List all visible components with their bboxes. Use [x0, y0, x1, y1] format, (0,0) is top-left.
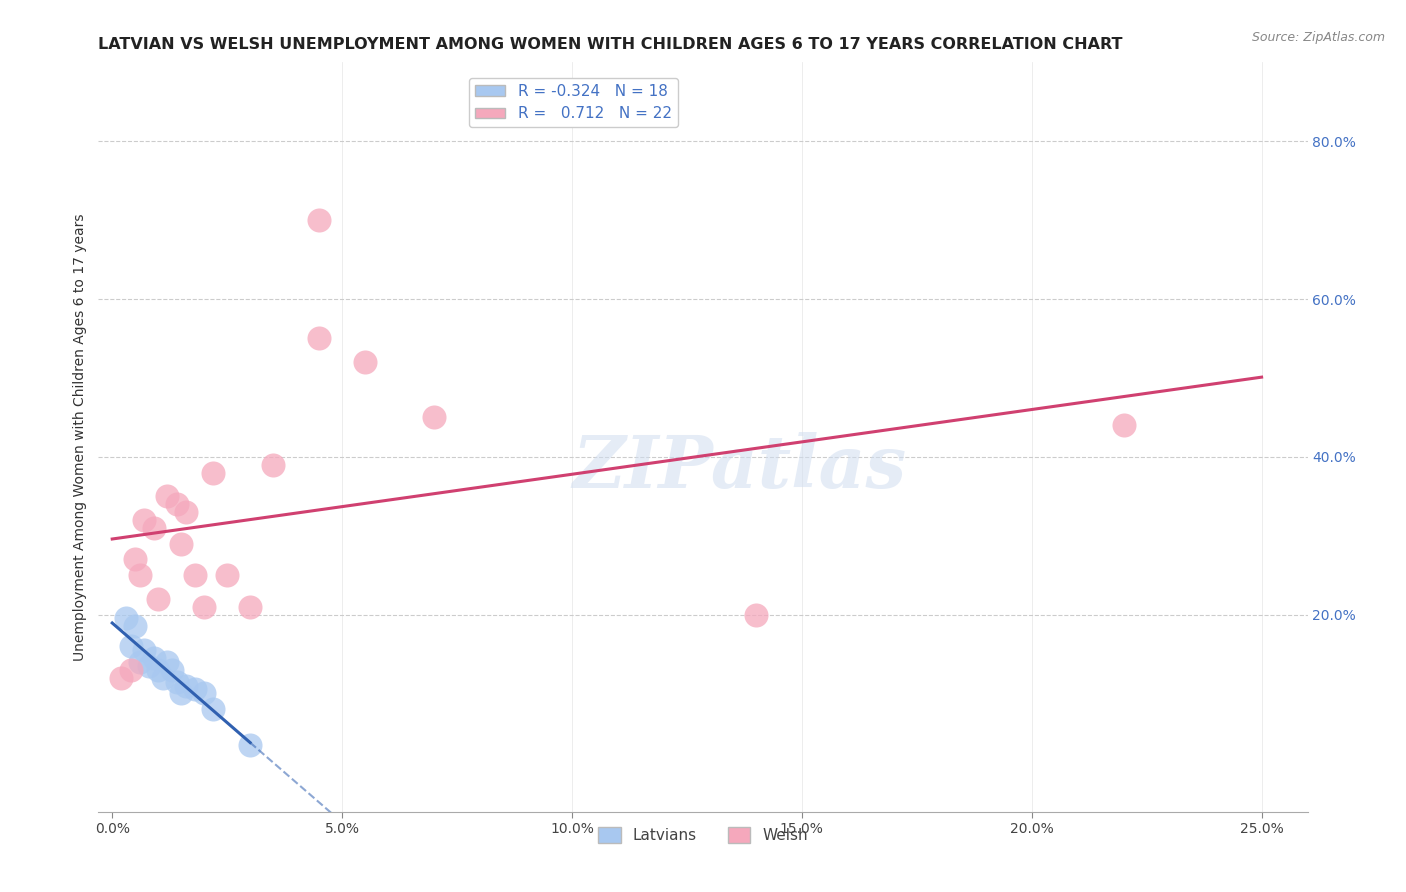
Point — [170, 536, 193, 550]
Point — [423, 410, 446, 425]
Point — [174, 679, 197, 693]
Point — [262, 458, 284, 472]
Text: ZIPatlas: ZIPatlas — [572, 432, 907, 502]
Point — [1112, 418, 1135, 433]
Point — [239, 599, 262, 614]
Point — [202, 466, 225, 480]
Point — [134, 643, 156, 657]
Point — [170, 686, 193, 700]
Point — [184, 568, 207, 582]
Point — [124, 619, 146, 633]
Point — [152, 671, 174, 685]
Point — [156, 489, 179, 503]
Point — [193, 599, 215, 614]
Point — [120, 639, 142, 653]
Point — [142, 651, 165, 665]
Point — [156, 655, 179, 669]
Point — [148, 663, 170, 677]
Text: Source: ZipAtlas.com: Source: ZipAtlas.com — [1251, 31, 1385, 45]
Point — [239, 738, 262, 752]
Y-axis label: Unemployment Among Women with Children Ages 6 to 17 years: Unemployment Among Women with Children A… — [73, 213, 87, 661]
Point — [148, 591, 170, 606]
Point — [217, 568, 239, 582]
Point — [138, 658, 160, 673]
Point — [115, 611, 138, 625]
Point — [202, 702, 225, 716]
Point — [354, 355, 377, 369]
Point — [166, 497, 188, 511]
Point — [308, 331, 330, 345]
Point — [134, 513, 156, 527]
Point — [128, 655, 150, 669]
Point — [120, 663, 142, 677]
Legend: Latvians, Welsh: Latvians, Welsh — [592, 821, 814, 849]
Point — [174, 505, 197, 519]
Point — [142, 521, 165, 535]
Point — [193, 686, 215, 700]
Point — [184, 682, 207, 697]
Point — [124, 552, 146, 566]
Point — [128, 568, 150, 582]
Text: LATVIAN VS WELSH UNEMPLOYMENT AMONG WOMEN WITH CHILDREN AGES 6 TO 17 YEARS CORRE: LATVIAN VS WELSH UNEMPLOYMENT AMONG WOME… — [98, 37, 1123, 52]
Point — [166, 674, 188, 689]
Point — [160, 663, 183, 677]
Point — [745, 607, 768, 622]
Point — [308, 213, 330, 227]
Point — [110, 671, 132, 685]
